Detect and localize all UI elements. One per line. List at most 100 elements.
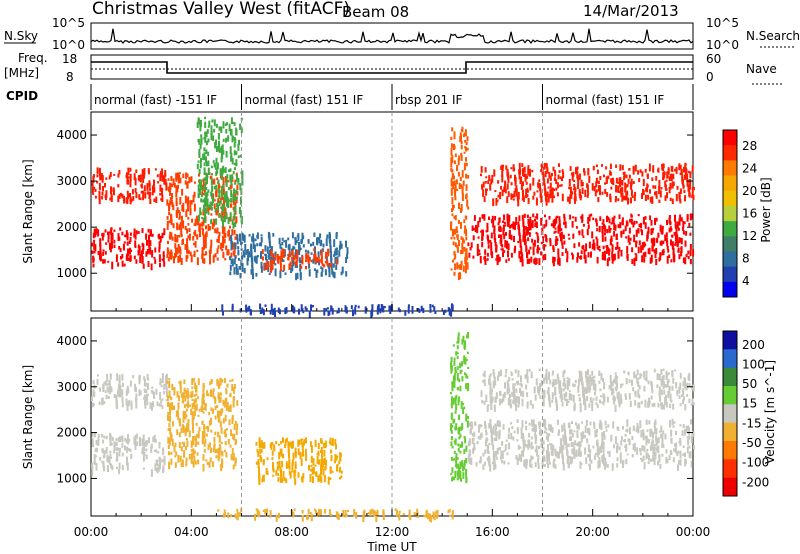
echo-cell	[155, 196, 158, 204]
echo-cell	[118, 462, 121, 470]
echo-cell	[583, 254, 586, 259]
echo-cell	[460, 401, 463, 409]
echo-cell	[450, 429, 453, 434]
echo-cell	[592, 445, 595, 449]
echo-cell	[463, 230, 466, 234]
echo-cell	[270, 265, 272, 273]
echo-cell	[103, 450, 106, 459]
colorbar-tick-label: 200	[742, 338, 765, 352]
echo-cell	[259, 448, 262, 455]
echo-cell	[627, 235, 630, 243]
echo-cell	[451, 169, 454, 173]
echo-cell	[657, 437, 660, 444]
echo-cell	[684, 195, 687, 198]
plot-title: Christmas Valley West (fitACF)	[92, 0, 350, 19]
echo-cell	[355, 511, 358, 519]
echo-cell	[547, 463, 550, 468]
echo-cell	[548, 423, 551, 431]
echo-cell	[470, 457, 473, 465]
echo-cell	[513, 430, 516, 434]
echo-cell	[551, 371, 554, 376]
echo-cell	[228, 419, 231, 426]
echo-cell	[581, 421, 584, 424]
echo-cell	[192, 414, 195, 420]
echo-cell	[486, 222, 489, 228]
echo-cell	[620, 440, 623, 446]
echo-cell	[461, 237, 464, 243]
echo-cell	[192, 242, 195, 246]
echo-cell	[637, 402, 640, 408]
echo-cell	[532, 195, 535, 200]
echo-cell	[586, 228, 589, 236]
echo-cell	[218, 435, 221, 443]
echo-cell	[163, 261, 166, 267]
echo-cell	[478, 249, 481, 253]
echo-cell	[504, 188, 507, 194]
echo-cell	[135, 169, 138, 174]
echo-cell	[453, 215, 456, 219]
echo-cell	[125, 230, 128, 238]
echo-cell	[583, 168, 585, 173]
echo-cell	[681, 178, 684, 185]
echo-cell	[147, 170, 150, 175]
echo-cell	[222, 251, 225, 259]
echo-cell	[187, 206, 190, 212]
echo-cell	[467, 366, 470, 369]
echo-cell	[256, 255, 259, 258]
echo-cell	[166, 373, 168, 382]
echo-cell	[530, 436, 533, 440]
echo-cell	[619, 452, 622, 457]
echo-cell	[159, 403, 162, 407]
echo-cell	[231, 384, 234, 392]
echo-cell	[170, 434, 173, 440]
x-tick-label: 12:00	[375, 525, 410, 539]
echo-cell	[585, 457, 588, 464]
echo-cell	[148, 239, 151, 248]
echo-cell	[245, 304, 248, 311]
echo-cell	[210, 173, 213, 176]
echo-cell	[478, 425, 480, 433]
echo-cell	[194, 181, 196, 184]
echo-cell	[482, 181, 485, 188]
echo-cell	[258, 511, 261, 518]
echo-cell	[154, 247, 157, 253]
echo-cell	[462, 265, 465, 272]
echo-cell	[604, 255, 606, 261]
echo-cell	[487, 450, 490, 455]
echo-cell	[501, 441, 504, 446]
echo-cell	[227, 512, 230, 519]
colorbar-tick-label: -100	[742, 456, 769, 470]
echo-cell	[551, 381, 554, 388]
echo-cell	[220, 441, 223, 444]
echo-cell	[536, 233, 539, 237]
echo-cell	[534, 216, 537, 219]
echo-cell	[113, 239, 116, 244]
echo-cell	[175, 201, 178, 206]
echo-cell	[533, 258, 536, 265]
echo-cell	[313, 248, 316, 252]
echo-cell	[654, 451, 657, 460]
echo-cell	[502, 424, 505, 430]
echo-cell	[679, 188, 682, 194]
echo-cell	[217, 456, 220, 462]
echo-cell	[464, 146, 466, 149]
echo-cell	[535, 221, 538, 229]
echo-cell	[127, 179, 130, 185]
echo-cell	[510, 371, 513, 374]
echo-cell	[451, 425, 454, 428]
echo-cell	[345, 513, 348, 517]
colorbar-swatch	[723, 266, 737, 283]
echo-cell	[225, 397, 228, 405]
echo-cell	[252, 273, 254, 280]
echo-cell	[206, 177, 208, 185]
echo-cell	[571, 221, 574, 228]
echo-cell	[528, 432, 531, 438]
echo-cell	[620, 191, 623, 198]
echo-cell	[255, 508, 258, 511]
colorbar-tick-label: 24	[742, 161, 757, 175]
echo-cell	[490, 431, 493, 439]
echo-cell	[209, 226, 211, 231]
echo-cell	[190, 459, 193, 463]
echo-cell	[595, 181, 598, 188]
echo-cell	[168, 378, 171, 381]
